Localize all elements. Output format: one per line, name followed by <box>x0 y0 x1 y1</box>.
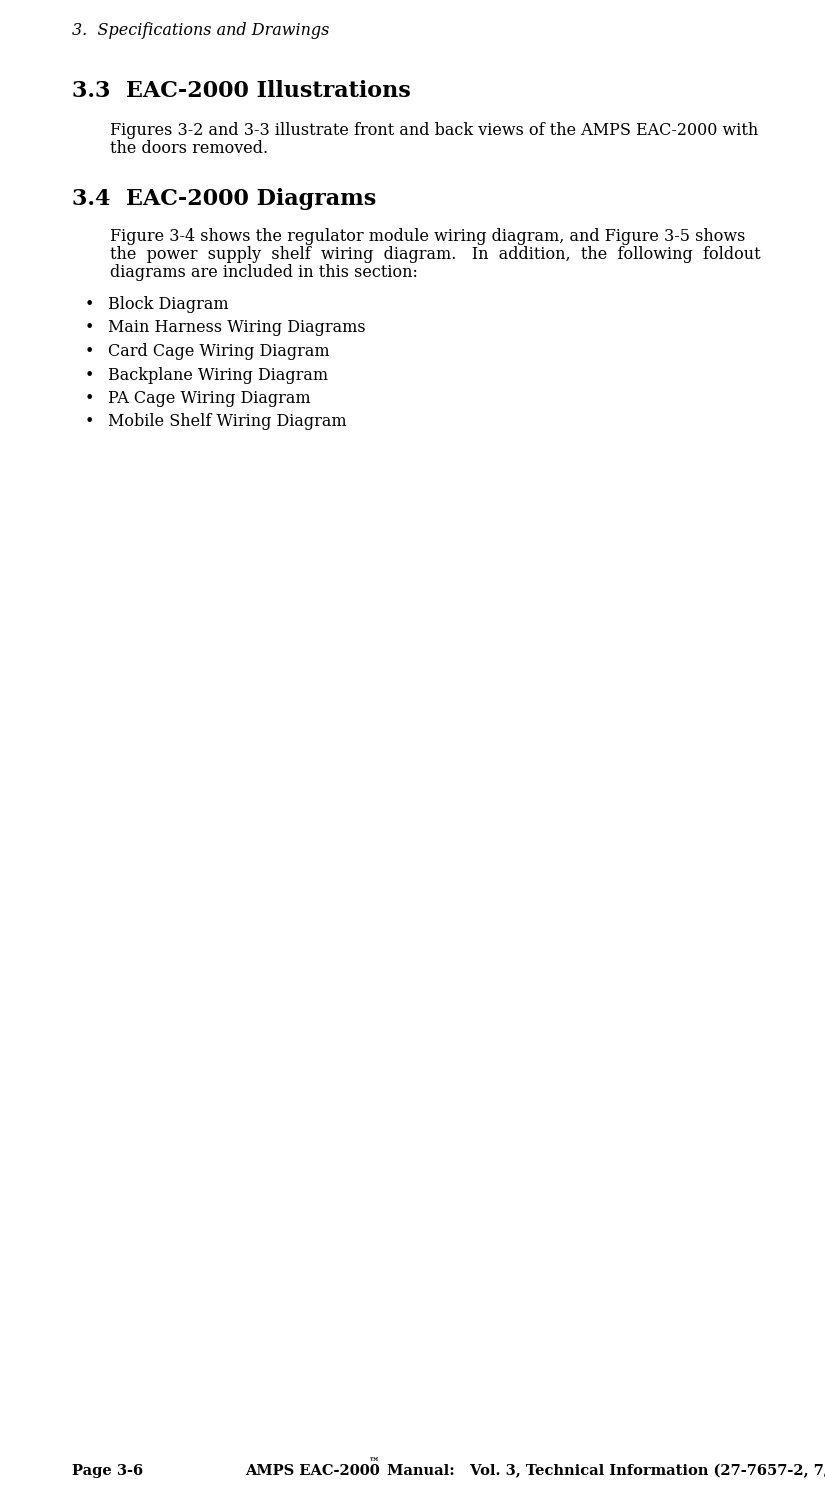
Text: •: • <box>85 319 94 337</box>
Text: PA Cage Wiring Diagram: PA Cage Wiring Diagram <box>108 389 311 407</box>
Text: Block Diagram: Block Diagram <box>108 297 229 313</box>
Text: the doors removed.: the doors removed. <box>110 139 268 157</box>
Text: ™: ™ <box>369 1458 380 1467</box>
Text: Figure 3-4 shows the regulator module wiring diagram, and Figure 3-5 shows: Figure 3-4 shows the regulator module wi… <box>110 228 745 246</box>
Text: •: • <box>85 413 94 430</box>
Text: Card Cage Wiring Diagram: Card Cage Wiring Diagram <box>108 343 330 360</box>
Text: Mobile Shelf Wiring Diagram: Mobile Shelf Wiring Diagram <box>108 413 346 430</box>
Text: 3.3  EAC-2000 Illustrations: 3.3 EAC-2000 Illustrations <box>72 79 411 102</box>
Text: Main Harness Wiring Diagrams: Main Harness Wiring Diagrams <box>108 319 365 337</box>
Text: the  power  supply  shelf  wiring  diagram.   In  addition,  the  following  fol: the power supply shelf wiring diagram. I… <box>110 246 761 264</box>
Text: Page 3-6: Page 3-6 <box>72 1464 143 1479</box>
Text: 3.  Specifications and Drawings: 3. Specifications and Drawings <box>72 22 329 39</box>
Text: 3.4  EAC-2000 Diagrams: 3.4 EAC-2000 Diagrams <box>72 189 376 210</box>
Text: Manual:   Vol. 3, Technical Information (27-7657-2, 7/95): Manual: Vol. 3, Technical Information (2… <box>382 1464 825 1479</box>
Text: •: • <box>85 389 94 407</box>
Text: •: • <box>85 343 94 360</box>
Text: AMPS EAC-2000: AMPS EAC-2000 <box>245 1464 380 1479</box>
Text: diagrams are included in this section:: diagrams are included in this section: <box>110 264 418 282</box>
Text: •: • <box>85 367 94 383</box>
Text: Backplane Wiring Diagram: Backplane Wiring Diagram <box>108 367 328 383</box>
Text: •: • <box>85 297 94 313</box>
Text: Figures 3-2 and 3-3 illustrate front and back views of the AMPS EAC-2000 with: Figures 3-2 and 3-3 illustrate front and… <box>110 121 758 139</box>
